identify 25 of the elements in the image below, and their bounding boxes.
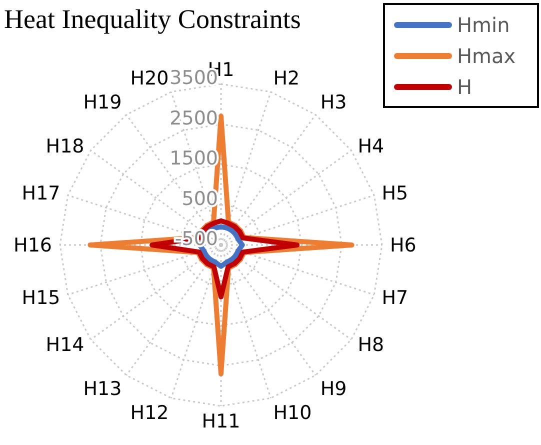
legend-label: Hmin [457,12,510,36]
spoke-label: H10 [273,402,312,424]
y-tick-label: -500 [174,228,218,250]
y-tick-label: 2500 [170,107,218,130]
spoke-label: H13 [83,378,122,400]
spoke-label: H2 [273,67,300,90]
spoke-label: H16 [14,234,52,257]
spoke-label: H5 [382,182,408,205]
spoke-label: H18 [46,135,84,158]
spoke-label: H17 [22,182,60,205]
spoke-label: H3 [320,91,347,114]
spoke-label: H4 [358,135,384,158]
spoke-label: H11 [202,410,240,432]
spoke-label: H9 [320,378,347,400]
spoke-label: H19 [83,91,122,114]
spoke-label: H7 [382,286,408,309]
spoke-label: H15 [22,286,60,309]
spoke-label: H6 [390,234,416,257]
spoke-label: H14 [46,334,84,356]
legend-label: H [457,74,472,98]
chart-title: Heat Inequality Constraints [4,4,301,35]
legend-label: Hmax [457,44,516,68]
spoke-label: H8 [358,334,384,356]
spoke-label: H20 [130,67,169,90]
spoke-label: H12 [130,402,169,424]
